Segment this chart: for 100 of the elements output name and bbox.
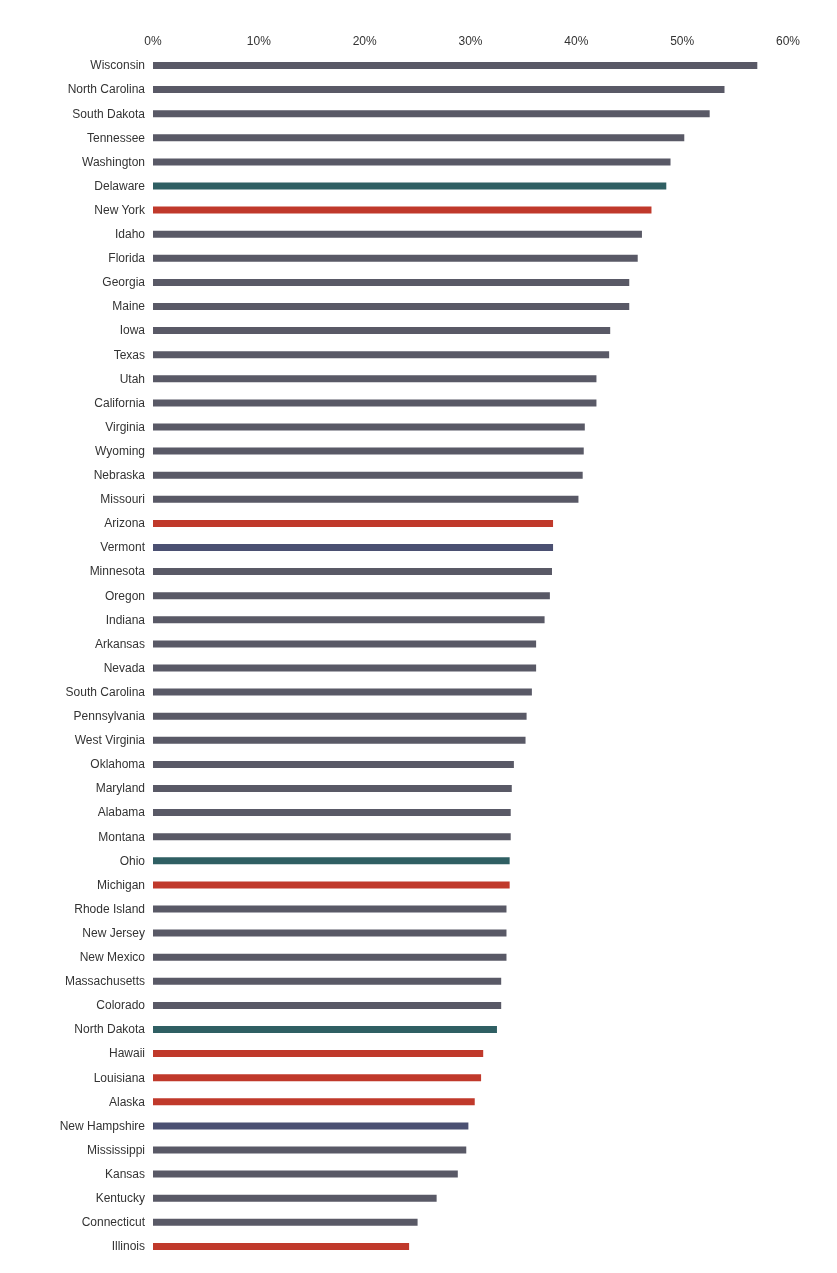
y-tick-label: New York (94, 202, 146, 217)
y-tick-label: Maine (112, 299, 146, 314)
y-tick-label: Alaska (108, 1094, 146, 1109)
y-tick-label: Wyoming (95, 443, 145, 458)
bar (153, 688, 532, 696)
bar (153, 471, 583, 479)
y-tick-label: Vermont (100, 540, 146, 555)
bar (153, 423, 585, 431)
y-tick-label: West Virginia (74, 733, 146, 748)
bar (153, 1122, 469, 1130)
bar (153, 736, 526, 744)
bar (153, 1146, 467, 1154)
y-tick-label: Connecticut (81, 1215, 146, 1230)
y-tick-label: Michigan (96, 877, 145, 892)
bar (153, 62, 758, 69)
bar (153, 809, 511, 817)
bar (153, 953, 507, 961)
x-tick-label: 30% (458, 34, 483, 48)
bar (153, 1074, 482, 1082)
y-tick-label: Oregon (104, 588, 145, 603)
y-tick-label: California (94, 395, 146, 410)
y-tick-label: Oklahoma (90, 757, 146, 772)
y-tick-label: North Dakota (74, 1022, 146, 1037)
y-tick-label: North Carolina (67, 82, 146, 97)
y-tick-label: Rhode Island (74, 901, 145, 916)
y-tick-label: Tennessee (86, 130, 146, 145)
bar (153, 158, 671, 166)
y-tick-label: Kentucky (95, 1191, 145, 1206)
bar (153, 833, 511, 841)
y-tick-label: Utah (119, 371, 145, 386)
y-tick-label: Kansas (104, 1166, 145, 1181)
bar (153, 712, 527, 720)
bar (153, 495, 579, 503)
bar (153, 977, 502, 985)
y-tick-label: Ohio (119, 853, 146, 868)
y-tick-label: Pennsylvania (73, 709, 146, 724)
bar (153, 254, 638, 262)
bar (153, 1170, 458, 1178)
bar (153, 351, 610, 359)
x-tick-label: 20% (352, 34, 377, 48)
y-tick-label: South Carolina (65, 684, 146, 699)
bar (153, 881, 510, 889)
y-tick-label: Arizona (104, 516, 146, 531)
x-tick-label: 0% (144, 34, 162, 48)
y-tick-label: Indiana (105, 612, 146, 627)
bar (153, 182, 667, 190)
bar (153, 399, 597, 407)
bar (153, 375, 597, 383)
bar (153, 1194, 437, 1202)
bar (153, 857, 510, 865)
bar (153, 1026, 497, 1033)
y-tick-label: Mississippi (86, 1142, 145, 1157)
y-tick-label: South Dakota (72, 106, 146, 121)
bar (153, 447, 584, 455)
y-tick-label: Delaware (94, 178, 146, 193)
bar (153, 230, 642, 238)
bar (153, 1218, 418, 1226)
bar (153, 1050, 484, 1058)
x-tick-label: 60% (775, 34, 801, 48)
y-tick-label: Minnesota (89, 564, 146, 579)
y-tick-label: Montana (98, 829, 146, 844)
bar (153, 760, 514, 768)
bar (153, 1001, 502, 1009)
bar (153, 86, 725, 94)
bar (153, 544, 554, 551)
bar (153, 327, 611, 335)
y-tick-label: Florida (108, 251, 146, 266)
bar (153, 640, 537, 648)
x-tick-label: 50% (670, 34, 695, 48)
y-tick-label: Georgia (102, 275, 146, 290)
bar (153, 929, 507, 937)
y-tick-label: Massachusetts (64, 974, 145, 989)
bar (153, 568, 552, 576)
y-tick-label: New Hampshire (59, 1118, 146, 1133)
y-tick-label: Wisconsin (90, 58, 145, 73)
bar (153, 519, 554, 527)
y-tick-label: Washington (82, 154, 145, 169)
bar (153, 905, 507, 913)
bar (153, 616, 545, 624)
y-tick-label: Illinois (111, 1239, 145, 1254)
bar (153, 1242, 410, 1250)
y-tick-label: Alabama (97, 805, 146, 820)
y-tick-label: Colorado (96, 998, 146, 1013)
y-tick-label: Texas (113, 347, 145, 362)
bar (153, 785, 512, 792)
bar (153, 110, 710, 118)
x-tick-label: 10% (246, 34, 272, 48)
y-tick-label: Nebraska (93, 468, 146, 483)
y-tick-label: Missouri (100, 492, 145, 507)
y-tick-label: Idaho (114, 227, 146, 242)
y-tick-label: Arkansas (94, 636, 145, 651)
y-tick-label: Maryland (95, 781, 145, 796)
x-tick-label: 40% (564, 34, 589, 48)
bar (153, 664, 537, 672)
bar (153, 206, 652, 214)
bar (153, 134, 685, 142)
y-tick-label: Nevada (103, 660, 146, 675)
y-tick-label: Louisiana (93, 1070, 146, 1085)
y-tick-label: New Mexico (79, 950, 146, 965)
bar (153, 592, 550, 600)
